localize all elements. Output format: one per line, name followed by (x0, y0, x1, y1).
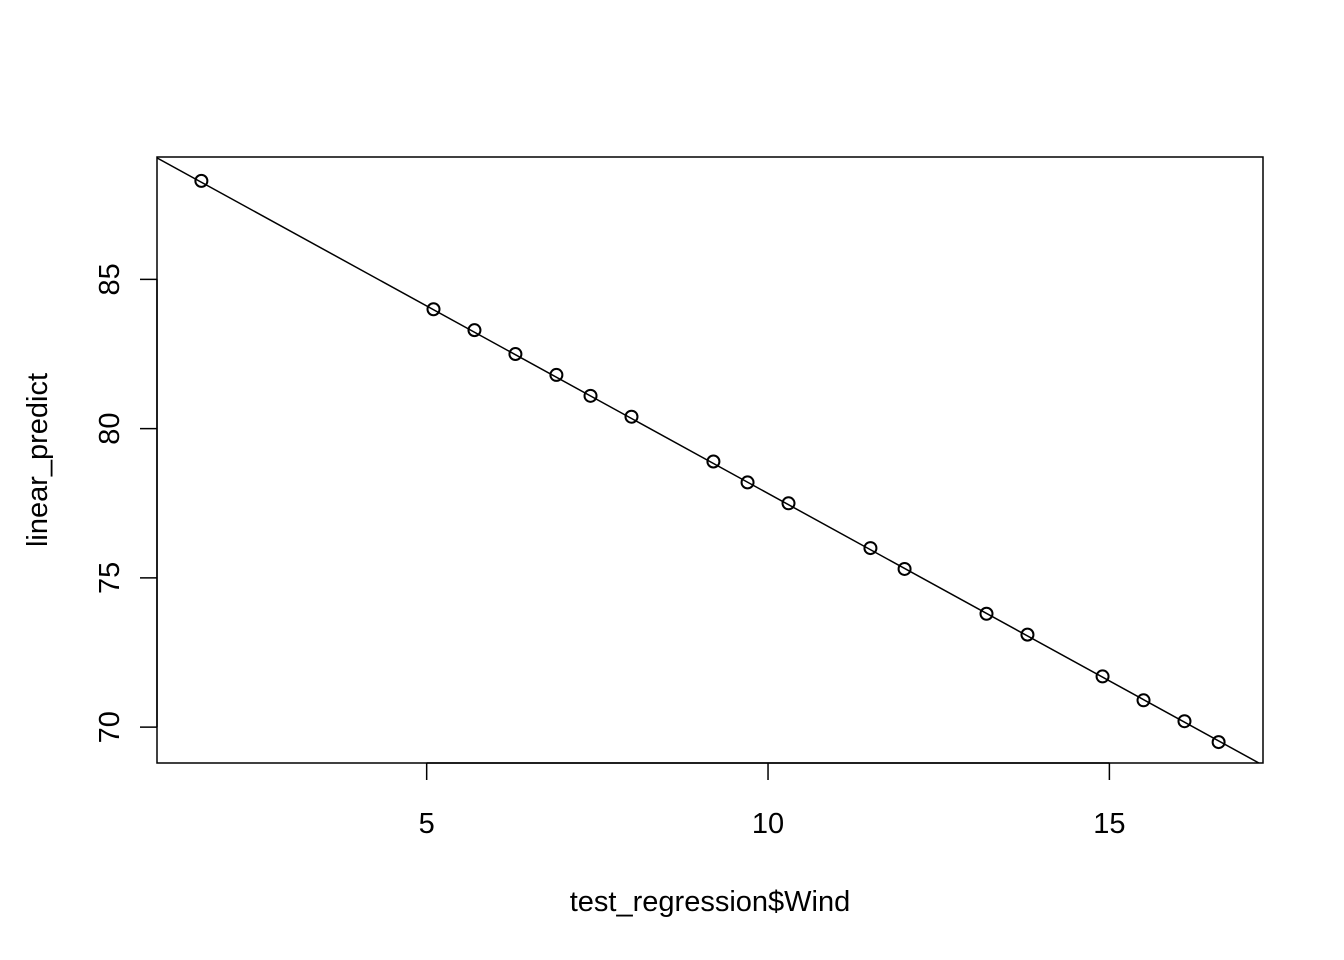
y-tick-label: 70 (94, 711, 126, 743)
data-point (1177, 714, 1192, 729)
data-point (740, 475, 755, 490)
x-axis-label: test_regression$Wind (570, 886, 850, 918)
data-point (863, 541, 878, 556)
data-points (194, 173, 1226, 750)
x-tick-label: 5 (419, 808, 435, 840)
y-tick-label: 80 (94, 413, 126, 445)
y-tick-label: 85 (94, 263, 126, 295)
data-point (624, 409, 639, 424)
y-tick-label: 75 (94, 562, 126, 594)
x-tick-label: 15 (1093, 808, 1125, 840)
data-point (1136, 693, 1151, 708)
data-point (194, 173, 209, 188)
data-point (781, 496, 796, 511)
y-axis: 70 75 80 85 (94, 263, 158, 743)
data-point (979, 606, 994, 621)
data-point (706, 454, 721, 469)
x-axis: 5 10 15 (419, 762, 1126, 840)
y-axis-label: linear_predict (22, 373, 54, 547)
data-point (426, 302, 441, 317)
data-point (897, 561, 912, 576)
regression-line (157, 157, 1261, 763)
x-tick-label: 10 (752, 808, 784, 840)
data-point (549, 367, 564, 382)
data-point (1020, 627, 1035, 642)
data-point (1095, 669, 1110, 684)
data-point (508, 347, 523, 362)
data-point (1211, 735, 1226, 750)
data-point (583, 388, 598, 403)
data-point (467, 323, 482, 338)
